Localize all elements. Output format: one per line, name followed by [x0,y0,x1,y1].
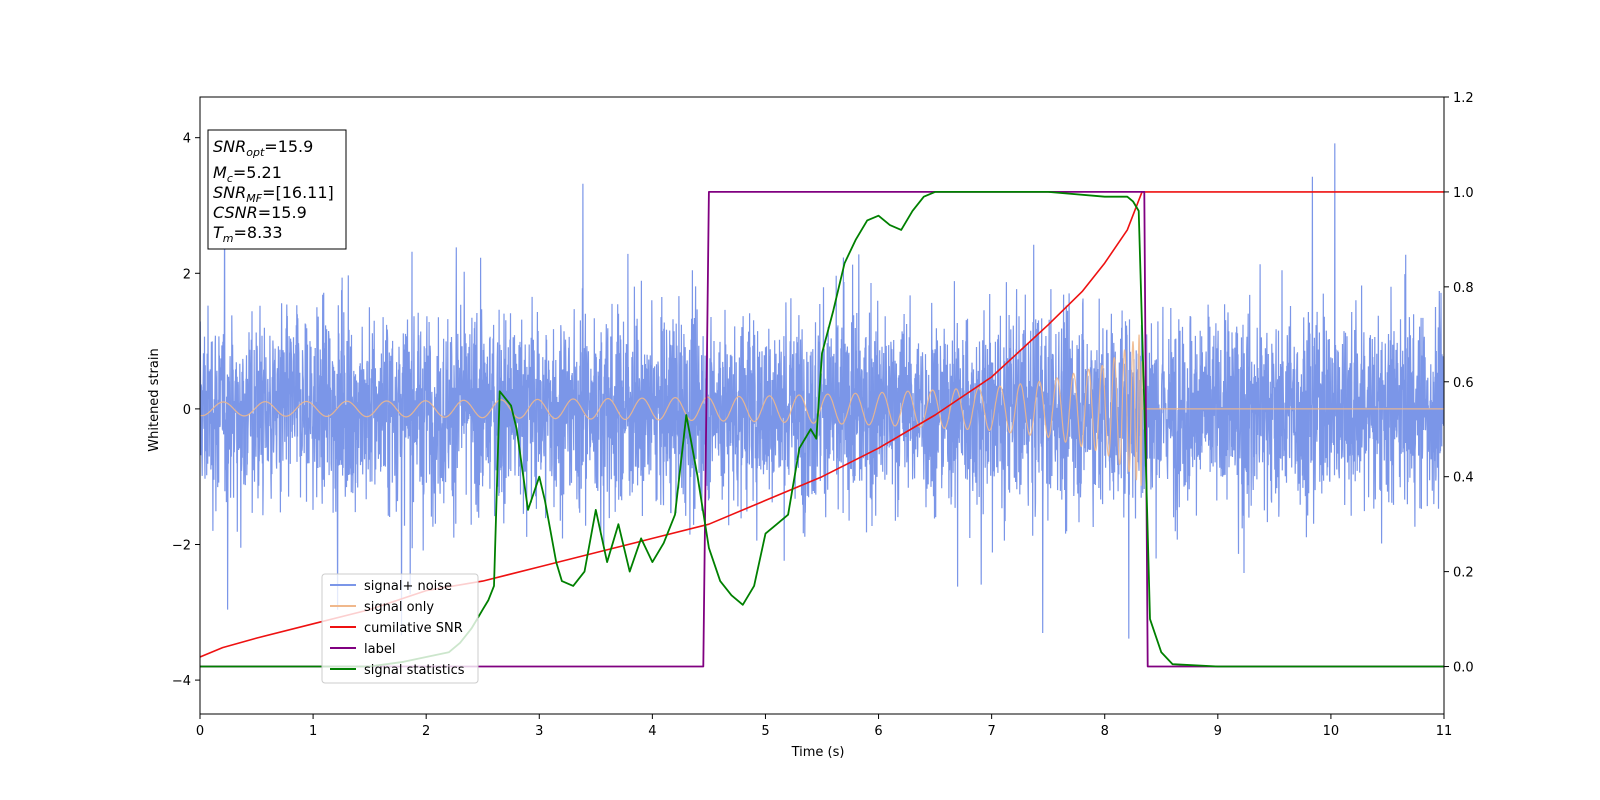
annotation-csnr: CSNR=15.9 [213,203,307,222]
annotation-snr-mf: SNRMF=[16.11] [213,183,334,205]
y-axis-label: Whitened strain [147,348,162,451]
legend-label-signal-noise: signal+ noise [364,579,452,594]
legend-label-cumulative-snr: cumilative SNR [364,621,463,636]
y-tick-label: 2 [183,267,191,282]
x-tick-label: 1 [309,724,317,739]
y-tick-label: −2 [172,538,191,553]
y-right-tick-label: 0.0 [1453,661,1474,676]
legend-frame [321,573,479,684]
legend: signal+ noise signal only cumilative SNR… [321,573,479,684]
legend-label-signal-only: signal only [364,600,434,615]
y-tick-label: 4 [183,132,191,147]
y-right-tick-label: 0.4 [1453,471,1474,486]
x-tick-label: 4 [648,724,656,739]
series-signal-statistics [200,190,1444,668]
y-right-tick-label: 0.2 [1453,566,1474,581]
legend-entry-cumulative-snr: cumilative SNR [330,621,463,636]
legend-entry-signal-noise: signal+ noise [330,579,452,594]
legend-label-signal-statistics: signal statistics [364,663,465,678]
x-tick-label: 2 [422,724,430,739]
annotation-snr-opt: SNRopt=15.9 [213,137,313,159]
legend-entry-signal-only: signal only [330,600,434,615]
legend-entry-label: label [330,642,395,657]
y-tick-label: −4 [172,674,191,689]
x-tick-label: 6 [874,724,882,739]
x-tick-label: 11 [1436,724,1453,739]
x-tick-label: 9 [1214,724,1222,739]
x-tick-label: 7 [987,724,995,739]
x-tick-label: 10 [1323,724,1340,739]
y-right-tick-label: 1.2 [1453,91,1474,106]
y-right-tick-label: 0.8 [1453,281,1474,296]
axes-frame [199,96,1445,715]
annotation-tm: Tm=8.33 [213,223,283,245]
annotation-mc: Mc=5.21 [213,163,282,185]
legend-label-label: label [364,642,395,657]
y-tick-label: 0 [183,403,191,418]
series-signal-only [200,334,1444,486]
legend-entry-signal-statistics: signal statistics [330,663,465,678]
x-tick-label: 3 [535,724,543,739]
x-axis-label: Time (s) [791,745,845,760]
x-tick-label: 0 [196,724,204,739]
y-right-tick-label: 0.6 [1453,376,1474,391]
annotation-box: SNRopt=15.9 Mc=5.21 SNRMF=[16.11] CSNR=1… [207,129,347,250]
axes: 0 1 2 3 4 5 6 7 8 9 10 11 −4 −2 0 2 4 0.0 0.2 0.4 0.6 0.8 1.0 1… [172,91,1474,739]
series-signal-noise [200,143,1444,639]
x-tick-label: 5 [761,724,769,739]
y-right-tick-label: 1.0 [1453,186,1474,201]
series-label [200,190,1444,668]
x-tick-label: 8 [1101,724,1109,739]
